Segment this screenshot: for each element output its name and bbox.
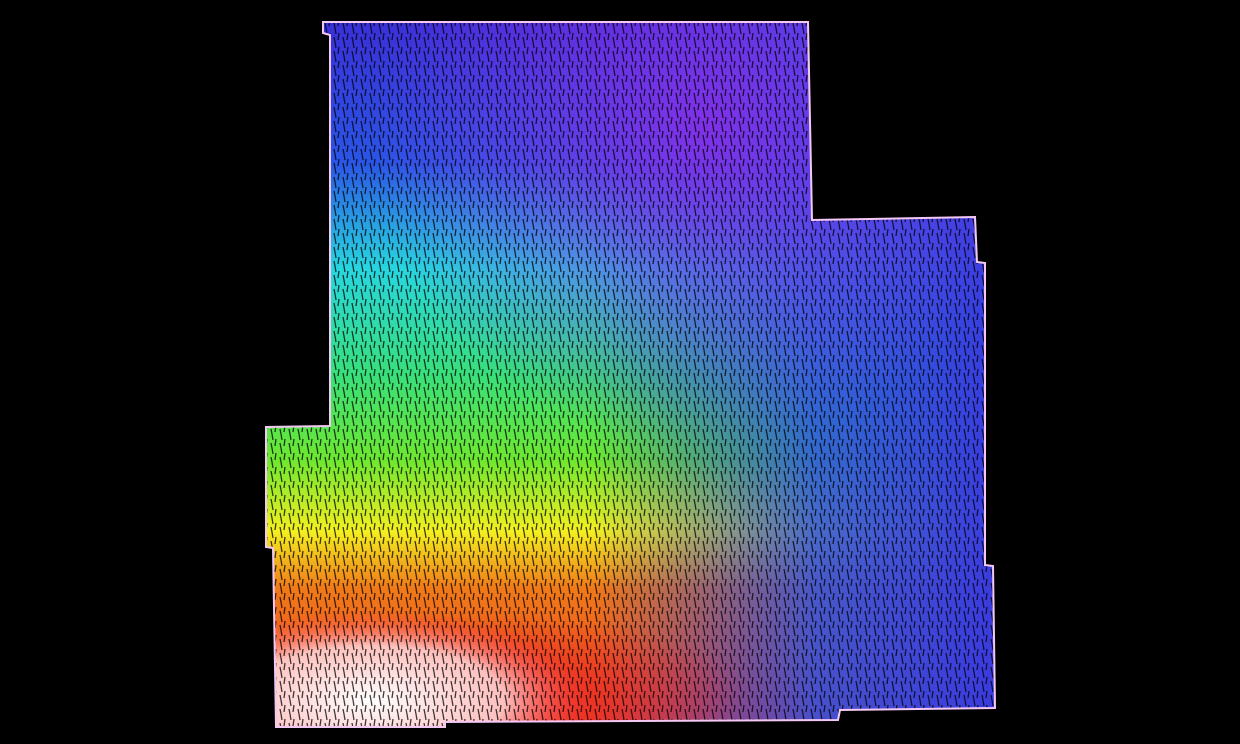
boundary <box>265 21 997 728</box>
